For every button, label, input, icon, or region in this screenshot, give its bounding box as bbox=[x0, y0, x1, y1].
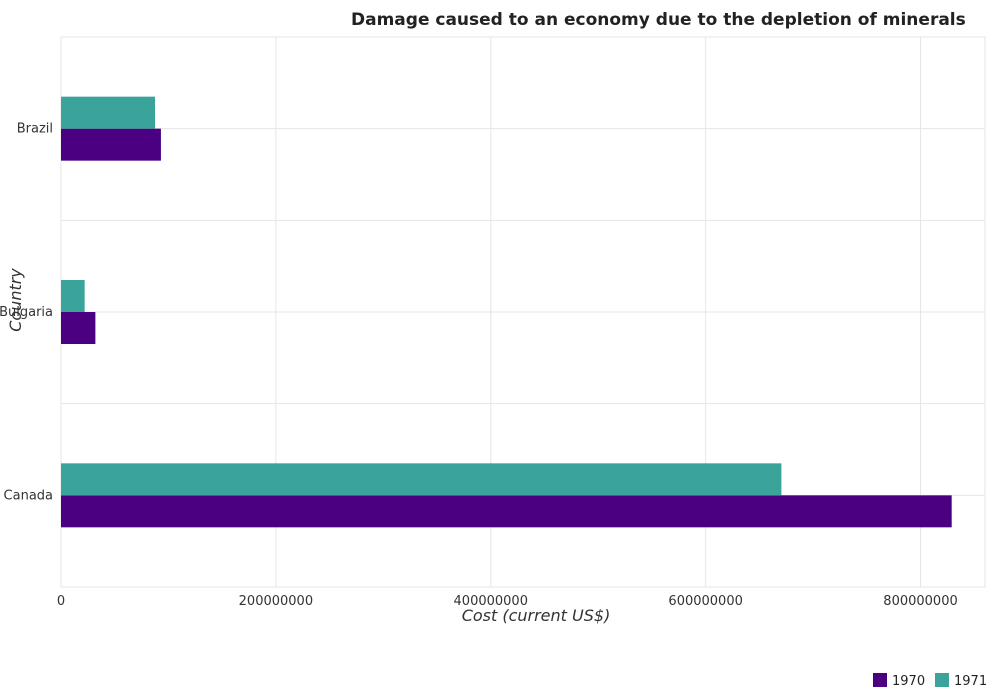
x-tick-label: 200000000 bbox=[239, 594, 313, 609]
legend-swatch-1970 bbox=[873, 673, 887, 687]
y-tick-label: Bulgaria bbox=[0, 305, 53, 320]
bars bbox=[61, 96, 952, 528]
bar-1970-brazil bbox=[61, 128, 161, 161]
bar-1971-brazil bbox=[61, 96, 156, 129]
x-tick-label: 600000000 bbox=[668, 594, 742, 609]
axis-ticks: 0 200000000 400000000 600000000 800000000 Bra… bbox=[0, 122, 958, 609]
bar-1970-canada bbox=[61, 495, 952, 528]
legend: 1970 1971 bbox=[873, 673, 987, 689]
x-tick-label: 400000000 bbox=[454, 594, 528, 609]
y-axis-label: Country bbox=[6, 268, 25, 332]
bar-1971-canada bbox=[61, 463, 782, 496]
bar-1971-bulgaria bbox=[61, 280, 85, 312]
legend-label-1971: 1971 bbox=[954, 674, 987, 689]
y-tick-label: Canada bbox=[4, 488, 53, 503]
bar-1970-bulgaria bbox=[61, 312, 96, 344]
chart-title: Damage caused to an economy due to the d… bbox=[351, 10, 966, 30]
y-tick-label: Brazil bbox=[17, 122, 53, 137]
x-tick-label: 0 bbox=[57, 594, 65, 609]
legend-swatch-1971 bbox=[935, 673, 949, 687]
x-axis-label: Cost (current US$) bbox=[462, 606, 611, 625]
x-tick-label: 800000000 bbox=[883, 594, 957, 609]
legend-label-1970: 1970 bbox=[892, 674, 925, 689]
